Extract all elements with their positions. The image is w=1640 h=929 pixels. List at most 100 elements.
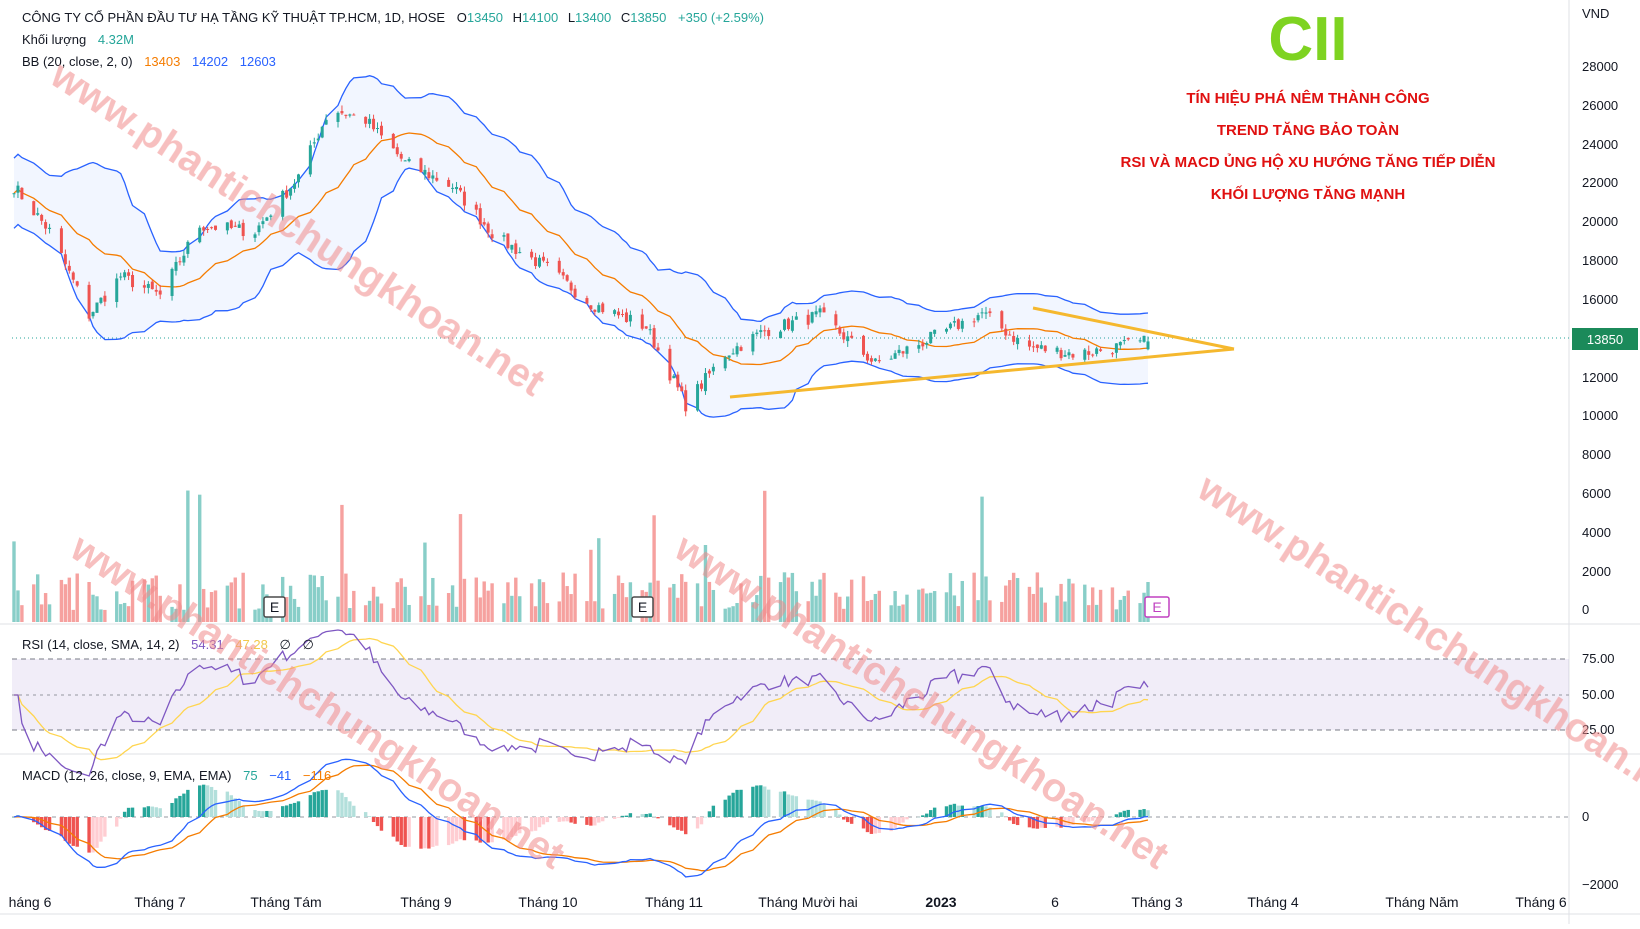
candle-body: [451, 187, 455, 189]
volume-bar: [624, 597, 629, 622]
volume-bar: [842, 608, 846, 622]
macd-histogram-bar: [703, 816, 708, 818]
candle-body: [40, 214, 44, 221]
macd-histogram-bar: [695, 817, 700, 829]
macd-histogram-bar: [67, 817, 72, 844]
volume-bar: [1118, 599, 1123, 622]
macd-histogram-bar: [597, 817, 601, 823]
legend-bb-label: BB (20, close, 2, 0): [22, 54, 133, 69]
candle-body: [206, 228, 210, 230]
macd-histogram-bar: [198, 785, 202, 817]
macd-histogram-bar: [261, 811, 265, 817]
macd-histogram-bar: [988, 807, 992, 817]
volume-bar: [557, 601, 561, 622]
candle-body: [648, 329, 652, 331]
candle-body: [1114, 343, 1118, 353]
macd-histogram-bar: [932, 807, 937, 817]
price-axis-tick: 18000: [1582, 253, 1618, 268]
earnings-marker-2[interactable]: E: [631, 596, 654, 618]
candle-body: [530, 251, 534, 258]
candle-body: [561, 272, 565, 276]
macd-histogram-bar: [889, 817, 893, 832]
price-axis-tick: 26000: [1582, 98, 1618, 113]
candle-body: [99, 297, 103, 303]
candle-body: [391, 133, 395, 149]
volume-bar: [865, 601, 870, 622]
candle-body: [36, 213, 40, 215]
candle-body: [198, 227, 202, 243]
candle-body: [759, 330, 763, 333]
volume-bar: [486, 590, 490, 622]
candle-body: [324, 119, 328, 125]
candle-body: [700, 383, 704, 389]
volume-bar: [174, 608, 178, 622]
earnings-marker-1[interactable]: E: [263, 596, 286, 618]
candle-body: [265, 217, 269, 221]
price-axis-currency: VND: [1582, 6, 1609, 21]
legend-volume-label: Khối lượng: [22, 32, 86, 47]
candle-body: [20, 187, 24, 200]
candle-body: [340, 111, 344, 114]
volume-bar: [980, 496, 984, 622]
candle-body: [352, 114, 356, 116]
candle-body: [308, 145, 312, 175]
volume-bar: [656, 580, 660, 622]
candle-body: [261, 221, 265, 225]
macd-histogram-bar: [561, 817, 565, 822]
volume-bar: [976, 600, 980, 622]
candle-body: [186, 241, 190, 254]
volume-bar: [91, 594, 95, 622]
volume-bar: [229, 582, 234, 622]
macd-histogram-bar: [948, 804, 953, 817]
candle-body: [652, 328, 656, 348]
macd-line: [13, 758, 1149, 878]
volume-bar: [1094, 604, 1099, 622]
rsi-axis-tick: 50.00: [1582, 687, 1615, 702]
volume-bar: [925, 593, 929, 622]
earnings-marker-3[interactable]: E: [1144, 596, 1170, 618]
legend-open-label: O: [457, 10, 467, 25]
candle-body: [628, 314, 632, 322]
macd-histogram-bar: [952, 803, 957, 817]
candle-body: [518, 252, 522, 254]
macd-histogram-bar: [648, 813, 652, 817]
volume-bar: [589, 549, 593, 622]
annotation-4: KHỐI LƯỢNG TĂNG MẠNH: [1211, 185, 1405, 203]
annotation-2: TREND TĂNG BẢO TOÀN: [1217, 122, 1399, 139]
macd-histogram-bar: [186, 789, 190, 817]
candle-body: [933, 329, 937, 334]
volume-bar: [778, 582, 783, 622]
candle-body: [32, 201, 36, 216]
volume-bar: [363, 605, 368, 622]
volume-bar: [751, 602, 755, 622]
volume-bar: [869, 599, 874, 622]
candle-body: [617, 311, 621, 316]
volume-bar: [1004, 585, 1008, 622]
candle-body: [44, 222, 48, 229]
volume-bar: [399, 578, 403, 622]
volume-bar: [75, 573, 79, 622]
macd-histogram-bar: [786, 794, 791, 817]
rsi-line: [14, 629, 1149, 777]
candle-body: [850, 335, 854, 338]
candle-body: [593, 309, 597, 312]
volume-bar: [118, 604, 123, 622]
candle-body: [589, 305, 593, 310]
volume-bar: [142, 579, 147, 622]
volume-bar: [115, 591, 119, 622]
macd-histogram-bar: [510, 817, 514, 837]
macd-histogram-bar: [12, 817, 16, 818]
candle-body: [782, 319, 786, 330]
legend-high-value: 14100: [522, 10, 558, 25]
candle-body: [158, 290, 162, 295]
candle-body: [1099, 349, 1103, 351]
legend-symbol-line: CÔNG TY CỔ PHẦN ĐẦU TƯ HẠ TẦNG KỸ THUẬT …: [22, 10, 764, 25]
candle-body: [751, 334, 755, 352]
volume-bar: [63, 584, 68, 622]
candle-body: [178, 261, 182, 263]
macd-histogram-bar: [794, 796, 799, 817]
volume-bar: [628, 582, 633, 622]
macd-histogram-bar: [976, 806, 980, 817]
candle-body: [929, 331, 933, 344]
